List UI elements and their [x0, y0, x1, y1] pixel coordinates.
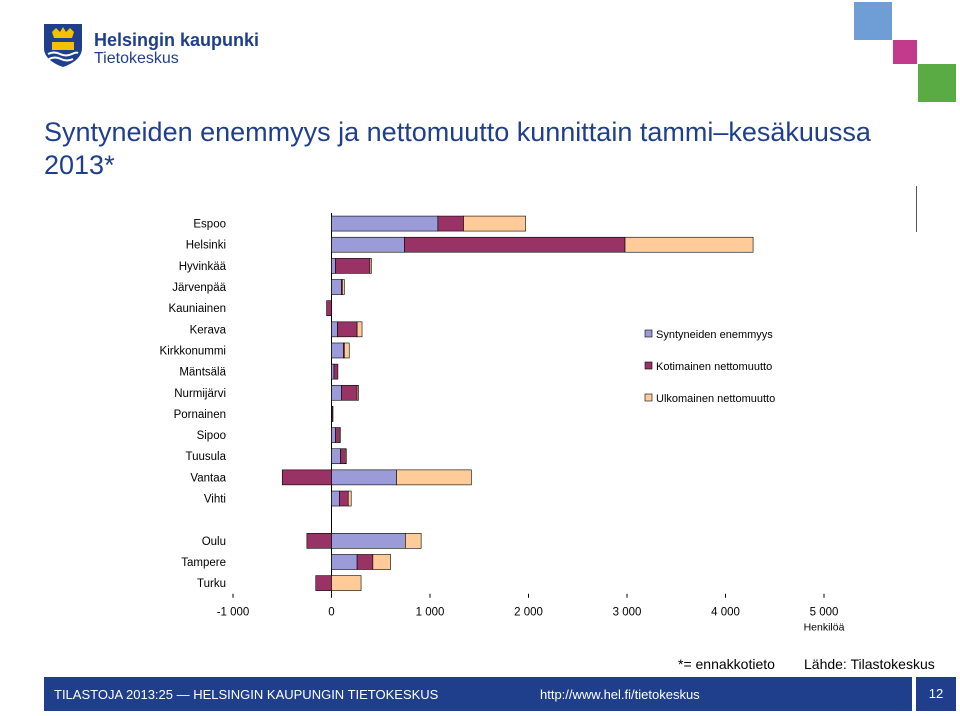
bar-pornainen-kotimainen-nettomuutto [331, 406, 334, 422]
logo-name: Helsingin kaupunki [94, 30, 260, 50]
footer-bar: TILASTOJA 2013:25 — HELSINGIN KAUPUNGIN … [44, 677, 912, 711]
x-tick-label: -1 000 [217, 607, 250, 619]
bar-vantaa-syntyneiden-enemmyys [331, 469, 397, 486]
footnote-estimate: *= ennakkotieto [678, 656, 775, 672]
bar-oulu-syntyneiden-enemmyys [331, 533, 406, 549]
bar-vihti-kotimainen-nettomuutto [339, 490, 349, 507]
legend-swatch-syntyneiden-enemmyys [644, 329, 653, 338]
category-label-kerava: Kerava [190, 324, 227, 336]
bar-hyvinkaa-ulkomainen-nettomuutto [369, 258, 372, 274]
bar-espoo-syntyneiden-enemmyys [331, 215, 439, 232]
bar-hyvinkaa-kotimainen-nettomuutto [335, 258, 371, 274]
decor-square-green [918, 64, 956, 102]
category-label-tuusula: Tuusula [186, 451, 227, 463]
x-tick-label: 0 [328, 607, 334, 619]
decor-square-magenta [893, 40, 917, 64]
category-label-espoo: Espoo [193, 219, 226, 231]
bar-tuusula-kotimainen-nettomuutto [340, 448, 346, 465]
bar-oulu-kotimainen-nettomuutto [306, 533, 332, 549]
bar-nurmijarvi-syntyneiden-enemmyys [331, 384, 342, 401]
bar-kauniainen-kotimainen-nettomuutto [326, 300, 332, 316]
bar-kerava-syntyneiden-enemmyys [331, 321, 338, 338]
category-label-kauniainen: Kauniainen [168, 303, 226, 315]
bar-tuusula-syntyneiden-enemmyys [331, 448, 341, 465]
category-label-oulu: Oulu [202, 536, 226, 548]
footer-url-link[interactable]: http://www.hel.fi/tietokeskus [540, 687, 700, 702]
bar-sipoo-ulkomainen-nettomuutto [339, 427, 341, 443]
footer-publication: TILASTOJA 2013:25 — HELSINGIN KAUPUNGIN … [54, 687, 439, 702]
bar-nurmijarvi-kotimainen-nettomuutto [341, 384, 358, 401]
bar-tampere-syntyneiden-enemmyys [331, 554, 358, 570]
helsinki-crest-icon [44, 24, 82, 67]
category-label-jarvenpaa: Järvenpää [172, 282, 226, 294]
x-tick-label: 5 000 [810, 607, 839, 619]
bar-mantsala-syntyneiden-enemmyys [331, 363, 335, 380]
category-label-vihti: Vihti [204, 494, 226, 506]
legend-label-ulkomainen-nettomuutto: Ulkomainen nettomuutto [656, 393, 775, 405]
bar-turku-ulkomainen-nettomuutto [331, 575, 362, 591]
legend-swatch-ulkomainen-nettomuutto [644, 393, 653, 402]
category-label-turku: Turku [197, 578, 226, 590]
bar-kirkkonummi-ulkomainen-nettomuutto [344, 342, 350, 359]
bar-kirkkonummi-syntyneiden-enemmyys [331, 342, 344, 359]
category-label-vantaa: Vantaa [190, 472, 226, 484]
footnote-source: Lähde: Tilastokeskus [804, 656, 935, 672]
category-label-mantsala: Mäntsälä [179, 367, 226, 379]
bar-oulu-ulkomainen-nettomuutto [405, 533, 422, 549]
bar-espoo-kotimainen-nettomuutto [437, 215, 464, 232]
bar-kerava-ulkomainen-nettomuutto [356, 321, 363, 338]
page-number: 12 [916, 677, 956, 711]
bar-jarvenpaa-ulkomainen-nettomuutto [342, 279, 345, 295]
x-axis-label: Henkilöä [804, 622, 845, 634]
category-label-kirkkonummi: Kirkkonummi [160, 345, 226, 357]
x-tick-label: 2 000 [514, 607, 543, 619]
category-label-hyvinkaa: Hyvinkää [179, 261, 227, 273]
category-label-helsinki: Helsinki [186, 240, 226, 252]
category-label-nurmijarvi: Nurmijärvi [174, 388, 226, 400]
bar-helsinki-kotimainen-nettomuutto [404, 236, 626, 253]
divider [916, 186, 917, 232]
x-tick-label: 4 000 [711, 607, 740, 619]
bar-helsinki-syntyneiden-enemmyys [331, 236, 405, 253]
legend-swatch-kotimainen-nettomuutto [644, 361, 653, 370]
bar-sipoo-kotimainen-nettomuutto [335, 427, 340, 443]
x-tick-label: 3 000 [613, 607, 642, 619]
category-label-sipoo: Sipoo [197, 430, 226, 442]
decor-square-blue [854, 2, 892, 40]
bar-vihti-syntyneiden-enemmyys [331, 490, 340, 507]
bar-jarvenpaa-syntyneiden-enemmyys [331, 279, 342, 295]
bar-nurmijarvi-ulkomainen-nettomuutto [356, 384, 359, 401]
x-tick-label: 1 000 [416, 607, 445, 619]
bar-helsinki-ulkomainen-nettomuutto [624, 236, 754, 253]
bar-kerava-kotimainen-nettomuutto [337, 321, 358, 338]
bar-tampere-ulkomainen-nettomuutto [372, 554, 391, 570]
bar-vantaa-ulkomainen-nettomuutto [396, 469, 472, 486]
logo: Helsingin kaupunki Tietokeskus [42, 22, 259, 72]
bar-hyvinkaa-syntyneiden-enemmyys [331, 258, 336, 274]
bar-vihti-ulkomainen-nettomuutto [347, 490, 352, 507]
logo-subtitle: Tietokeskus [94, 50, 179, 67]
legend-label-syntyneiden-enemmyys: Syntyneiden enemmyys [656, 329, 773, 341]
bar-espoo-ulkomainen-nettomuutto [463, 215, 526, 232]
page-title: Syntyneiden enemmyys ja nettomuutto kunn… [44, 117, 871, 180]
bar-tuusula-ulkomainen-nettomuutto [344, 448, 347, 465]
legend-label-kotimainen-nettomuutto: Kotimainen nettomuutto [656, 361, 772, 373]
bar-vantaa-kotimainen-nettomuutto [281, 469, 332, 486]
bar-mantsala-kotimainen-nettomuutto [333, 363, 339, 380]
bar-tampere-kotimainen-nettomuutto [356, 554, 374, 570]
bar-turku-kotimainen-nettomuutto [315, 575, 332, 591]
category-label-tampere: Tampere [181, 557, 226, 569]
bar-sipoo-syntyneiden-enemmyys [331, 427, 336, 443]
category-label-pornainen: Pornainen [174, 409, 226, 421]
